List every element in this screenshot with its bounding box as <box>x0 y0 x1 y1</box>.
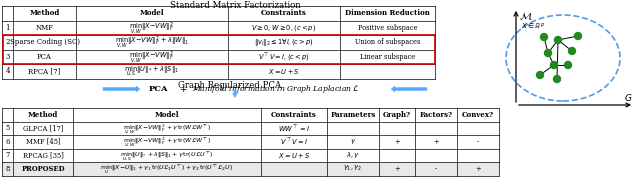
Text: $G$: $G$ <box>624 92 632 103</box>
Text: Method: Method <box>28 111 58 119</box>
Text: +: + <box>394 138 400 146</box>
Circle shape <box>554 36 561 44</box>
Circle shape <box>568 48 575 55</box>
Text: Linear subspace: Linear subspace <box>360 53 415 61</box>
Text: $\min_{U,S}\|U\|_*+\lambda\|S\|_1+\gamma\,\mathrm{tr}(U\mathcal{L}U^\top)$: $\min_{U,S}\|U\|_*+\lambda\|S\|_1+\gamma… <box>120 149 214 162</box>
Text: Manifold information in Graph Laplacian $\mathcal{L}$: Manifold information in Graph Laplacian … <box>192 83 360 95</box>
Text: Graph Regularized PCA: Graph Regularized PCA <box>179 81 282 90</box>
Text: $X=U+S$: $X=U+S$ <box>278 151 310 160</box>
Text: Sparse Coding (SC): Sparse Coding (SC) <box>10 38 79 46</box>
Text: $\lambda,\gamma$: $\lambda,\gamma$ <box>346 150 360 160</box>
Circle shape <box>564 61 572 68</box>
Text: Constraints: Constraints <box>261 9 307 17</box>
Text: Graph?: Graph? <box>383 111 411 119</box>
Text: Dimension Reduction: Dimension Reduction <box>345 9 430 17</box>
Text: Standard Matrix Factorization: Standard Matrix Factorization <box>170 1 300 10</box>
Text: $\gamma$: $\gamma$ <box>350 137 356 146</box>
Text: 6: 6 <box>5 138 10 146</box>
Text: 1: 1 <box>5 24 10 32</box>
Text: +: + <box>433 138 439 146</box>
Text: -: - <box>435 165 437 173</box>
Text: $\min_{V,W}\|X-VW\|_F^2+\lambda\|W\|_1$: $\min_{V,W}\|X-VW\|_F^2+\lambda\|W\|_1$ <box>115 34 189 50</box>
Text: $X \in \mathbb{R}^p$: $X \in \mathbb{R}^p$ <box>521 21 545 31</box>
Text: RPCAG [35]: RPCAG [35] <box>22 151 63 159</box>
Text: MMF [45]: MMF [45] <box>26 138 60 146</box>
Text: PCA: PCA <box>149 85 168 93</box>
Text: 3: 3 <box>5 53 10 61</box>
Text: RPCA [7]: RPCA [7] <box>28 67 61 75</box>
Text: Model: Model <box>155 111 179 119</box>
Text: Convex?: Convex? <box>462 111 494 119</box>
Text: +: + <box>475 165 481 173</box>
Text: Constraints: Constraints <box>271 111 317 119</box>
Text: 7: 7 <box>5 151 10 159</box>
Circle shape <box>554 76 561 83</box>
Bar <box>3 35 435 64</box>
Text: $\min_{V,W}\|X-VW\|_F^2+\gamma\,\mathrm{tr}(W\mathcal{L}W^\top)$: $\min_{V,W}\|X-VW\|_F^2+\gamma\,\mathrm{… <box>123 135 211 148</box>
Circle shape <box>575 33 582 40</box>
Text: $X = U+S$: $X = U+S$ <box>268 67 300 76</box>
Text: PCA: PCA <box>37 53 52 61</box>
Circle shape <box>541 33 547 40</box>
Text: 5: 5 <box>5 124 10 132</box>
Text: NMF: NMF <box>35 24 54 32</box>
Text: $\mathcal{M}$: $\mathcal{M}$ <box>519 10 532 22</box>
Text: Union of subspaces: Union of subspaces <box>355 38 420 46</box>
Text: $\min_{V,W}\|X-VW\|_F^2$: $\min_{V,W}\|X-VW\|_F^2$ <box>129 20 175 36</box>
Text: Method: Method <box>29 9 60 17</box>
Text: $WW^\top=I$: $WW^\top=I$ <box>278 123 310 134</box>
Text: $\min_{V,W}\|X-VW\|_F^2$: $\min_{V,W}\|X-VW\|_F^2$ <box>129 49 175 65</box>
Circle shape <box>545 49 552 57</box>
Text: +: + <box>394 165 400 173</box>
Circle shape <box>536 72 543 79</box>
Text: $V\geq 0, W\geq 0, (c < p)$: $V\geq 0, W\geq 0, (c < p)$ <box>252 23 317 33</box>
Text: 4: 4 <box>5 67 10 75</box>
Text: $\|v_i\|_2 \leq 1\forall i, (c > p)$: $\|v_i\|_2 \leq 1\forall i, (c > p)$ <box>254 36 314 48</box>
Text: $V^\top V=I$: $V^\top V=I$ <box>280 137 308 147</box>
Text: Factors?: Factors? <box>419 111 452 119</box>
Text: GLPCA [17]: GLPCA [17] <box>23 124 63 132</box>
Text: Parameters: Parameters <box>330 111 376 119</box>
Text: $\min_{U,S}\|U\|_*+\lambda\|S\|_1$: $\min_{U,S}\|U\|_*+\lambda\|S\|_1$ <box>124 64 180 78</box>
Text: 8: 8 <box>5 165 10 173</box>
Bar <box>2 162 499 175</box>
Text: Positive subspace: Positive subspace <box>358 24 417 32</box>
Text: $V^\top V=I, (c < p)$: $V^\top V=I, (c < p)$ <box>258 51 310 63</box>
Text: -: - <box>477 138 479 146</box>
Text: $\min_{V,W}\|X-VW\|_F^2+\gamma\,\mathrm{tr}(W\mathcal{L}W^\top)$: $\min_{V,W}\|X-VW\|_F^2+\gamma\,\mathrm{… <box>123 122 211 135</box>
Text: $\min_U\|X-U\|_1+\gamma_1\,\mathrm{tr}(U\mathcal{L}_1 U^\top)+\gamma_2\,\mathrm{: $\min_U\|X-U\|_1+\gamma_1\,\mathrm{tr}(U… <box>100 162 234 175</box>
Text: Model: Model <box>140 9 164 17</box>
Text: $\gamma_1, \gamma_2$: $\gamma_1, \gamma_2$ <box>344 164 363 173</box>
Text: 2: 2 <box>5 38 10 46</box>
Text: PROPOSED: PROPOSED <box>21 165 65 173</box>
Circle shape <box>550 61 557 68</box>
Text: $+$: $+$ <box>179 84 188 94</box>
